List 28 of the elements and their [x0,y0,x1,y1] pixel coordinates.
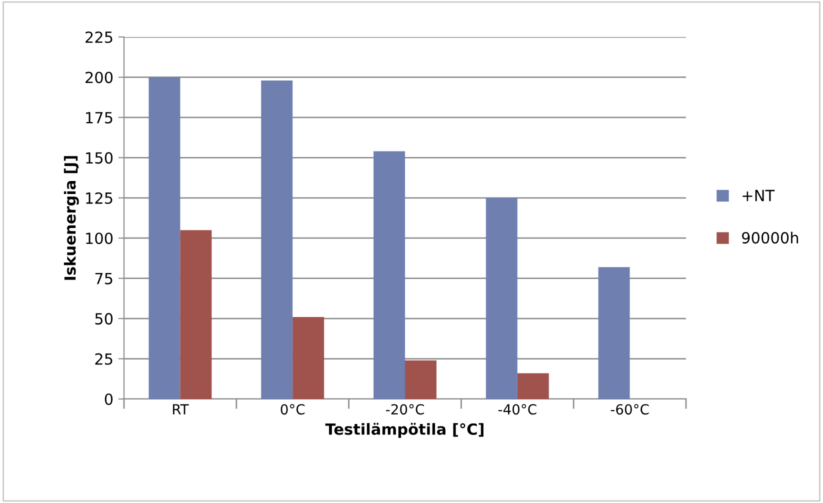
bar [180,230,212,399]
y-tick-label: 25 [95,353,112,365]
legend-label: +NT [742,190,775,202]
x-tick-label: 0°C [280,404,305,415]
bar [374,151,405,399]
y-tick-label: 175 [86,112,112,124]
bar [598,267,630,399]
bar [292,316,324,399]
y-tick-label: 75 [95,273,112,284]
y-tick-label: 150 [86,152,113,164]
y-tick-label: 225 [86,31,112,44]
x-tick-label: -20°C [386,404,424,415]
y-tick-label: 0 [104,393,113,406]
y-tick-label: 200 [86,72,113,84]
x-tick-label: RT [173,404,189,414]
bar [517,373,549,399]
y-tick-label: 100 [86,232,113,244]
bar [148,77,180,399]
y-tick-label: 50 [95,313,113,325]
legend-label: 90000h [742,232,798,244]
y-tick-label: 125 [86,192,112,204]
bar [486,198,518,399]
x-axis-title: Testilämpötila [°C] [325,422,484,438]
y-axis-title: Iskuenergia [J] [64,156,79,280]
bar [261,80,293,399]
bar [405,360,436,399]
x-tick-label: -60°C [610,404,649,415]
x-tick-label: -40°C [498,404,536,415]
